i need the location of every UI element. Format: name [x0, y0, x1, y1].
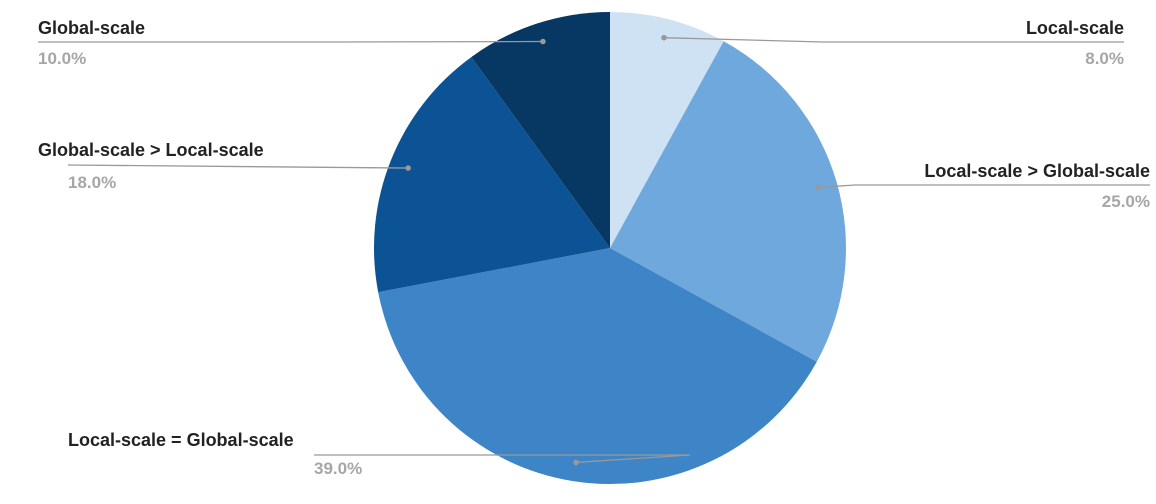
leader-dot-local-scale	[661, 34, 667, 41]
leader-dot-global-scale	[540, 38, 546, 45]
slice-label-global-greater-local: Global-scale > Local-scale	[38, 140, 264, 160]
leader-line-local-scale	[663, 37, 1124, 43]
leader-line-local-scale-global-scale	[314, 454, 691, 464]
leader-dot-local-scale-global-scale	[573, 459, 579, 466]
pie-slice-local-scale-global-scale	[378, 248, 817, 485]
slice-percent-local-equal-global: 39.0%	[314, 459, 362, 478]
slice-percent-local-greater-global: 25.0%	[1102, 192, 1150, 211]
pie-slice-global-scale	[471, 12, 610, 248]
slice-percent-local-scale: 8.0%	[1085, 49, 1124, 68]
slice-percent-global-scale: 10.0%	[38, 49, 86, 68]
slice-label-local-equal-global: Local-scale = Global-scale	[68, 430, 294, 450]
leader-dot-local-scale-global-scale	[815, 184, 822, 191]
slice-label-global-scale: Global-scale	[38, 18, 145, 38]
leader-line-global-scale-local-scale	[67, 164, 409, 169]
pie-slices	[373, 12, 846, 485]
pie-slice-local-scale	[610, 12, 724, 248]
slice-percent-global-greater-local: 18.0%	[68, 173, 116, 192]
slice-label-local-greater-global: Local-scale > Global-scale	[924, 161, 1150, 181]
leader-line-local-scale-global-scale	[818, 184, 1150, 189]
leader-lines	[38, 34, 1150, 466]
pie-slice-local-scale-global-scale	[610, 41, 846, 362]
leader-dot-global-scale-local-scale	[405, 165, 411, 171]
pie-slice-global-scale-local-scale	[373, 57, 610, 293]
slice-label-local-scale: Local-scale	[1026, 18, 1124, 38]
